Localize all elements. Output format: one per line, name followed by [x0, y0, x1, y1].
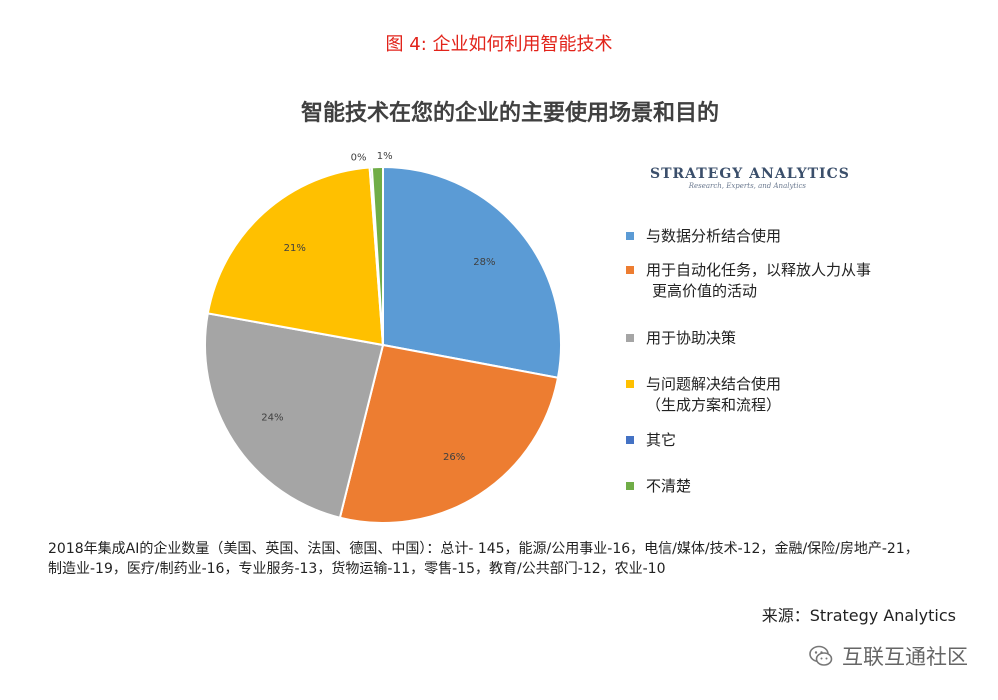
legend-item-2: 用于自动化任务，以释放人力从事更高价值的活动 — [626, 260, 871, 302]
chart-title: 智能技术在您的企业的主要使用场景和目的 — [300, 101, 719, 126]
legend-label: 用于协助决策 — [646, 328, 736, 349]
pie-slice-3 — [204, 312, 385, 519]
source-credit: 来源：Strategy Analytics — [761, 606, 956, 625]
watermark: 互联互通社区 — [808, 641, 968, 671]
legend-item-4: 与问题解决结合使用 （生成方案和流程） — [626, 374, 781, 416]
figure-caption: 图 4: 企业如何利用智能技术 — [385, 34, 613, 55]
legend-swatch — [626, 266, 634, 274]
legend-label-line: 其它 — [646, 431, 677, 449]
data-label-1: 28% — [473, 257, 495, 268]
strategy-analytics-logo: STRATEGY ANALYTICS Research, Experts, an… — [650, 166, 850, 190]
legend-swatch — [626, 380, 634, 388]
legend-swatch — [626, 436, 634, 444]
legend-item-5: 其它 — [626, 430, 676, 451]
pie-slice-6 — [370, 165, 384, 346]
sample-note-line-1: 2018年集成AI的企业数量（美国、英国、法国、德国、中国）：总计- 145，能… — [48, 541, 919, 557]
wechat-icon — [809, 645, 833, 666]
pie-slice-1 — [382, 165, 562, 379]
logo-wordmark: STRATEGY ANALYTICS — [650, 166, 850, 182]
legend-swatch — [626, 334, 634, 342]
legend-swatch — [626, 232, 634, 240]
legend-label-line: 用于协助决策 — [646, 329, 737, 347]
legend-label-line: 不清楚 — [646, 477, 692, 495]
data-label-6: 1% — [377, 151, 393, 162]
legend-label-line: 更高价值的活动 — [652, 282, 758, 300]
legend-swatch — [626, 482, 634, 490]
legend-label-line: （生成方案和流程） — [646, 396, 782, 414]
legend-label: 其它 — [646, 430, 676, 451]
watermark-text: 互联互通社区 — [842, 645, 968, 669]
data-label-5: 0% — [351, 153, 367, 164]
data-label-4: 21% — [284, 243, 306, 254]
pie-slice-2 — [338, 343, 560, 524]
legend-item-3: 用于协助决策 — [626, 328, 736, 349]
data-label-2: 26% — [443, 452, 465, 463]
data-label-3: 24% — [261, 412, 283, 423]
legend-item-1: 与数据分析结合使用 — [626, 226, 781, 247]
legend-label: 不清楚 — [646, 476, 691, 497]
legend-item-6: 不清楚 — [626, 476, 691, 497]
sample-note: 2018年集成AI的企业数量（美国、英国、法国、德国、中国）：总计- 145，能… — [48, 539, 978, 579]
sample-note-line-2: 制造业-19，医疗/制药业-16，专业服务-13，货物运输-11，零售-15，教… — [48, 561, 666, 577]
legend-label-line: 与数据分析结合使用 — [646, 227, 782, 245]
logo-tagline: Research, Experts, and Analytics — [688, 182, 806, 190]
legend-label: 用于自动化任务，以释放人力从事更高价值的活动 — [646, 260, 871, 302]
legend-label-line: 用于自动化任务，以释放人力从事 — [646, 261, 872, 279]
pie-slice-4 — [206, 166, 385, 347]
legend-label: 与问题解决结合使用 （生成方案和流程） — [646, 374, 781, 416]
legend-label-line: 与问题解决结合使用 — [646, 375, 782, 393]
legend-label: 与数据分析结合使用 — [646, 226, 781, 247]
